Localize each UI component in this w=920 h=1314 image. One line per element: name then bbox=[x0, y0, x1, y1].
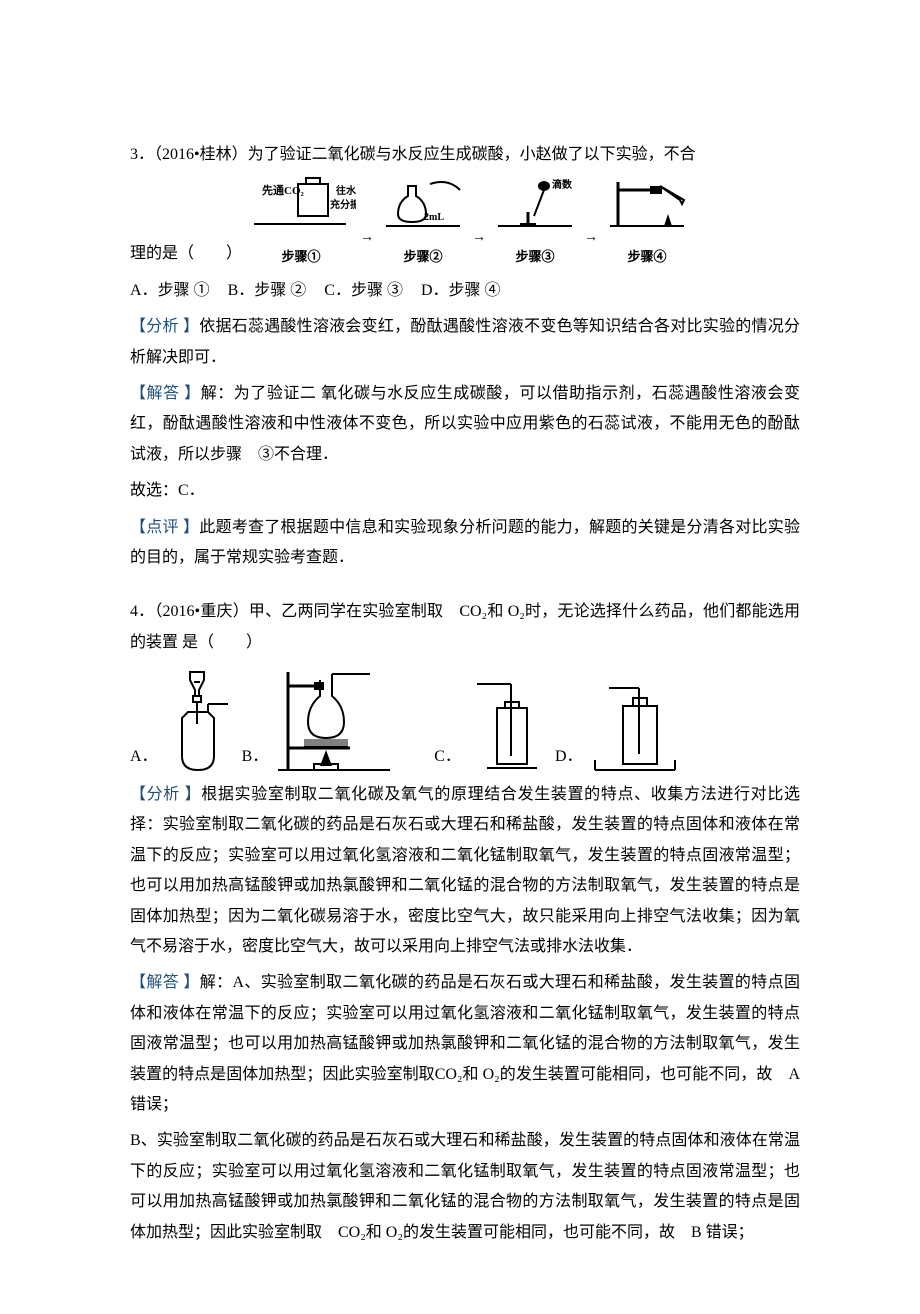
q3-opt-b: B．步骤 ② bbox=[228, 282, 307, 299]
step3-icon: 滴数 bbox=[490, 176, 580, 236]
q4-opt-a-label: A． bbox=[130, 742, 158, 776]
step4-icon bbox=[602, 176, 692, 236]
q3-opt-b-text: 步骤 ② bbox=[254, 282, 306, 299]
step1-icon: 先通CO₂ 往水 充分振荡 bbox=[246, 176, 356, 236]
q4-answer-p2: B、实验室制取二氧化碳的药品是石灰石或大理石和稀盐酸，发生装置的特点固体和液体在… bbox=[130, 1126, 800, 1248]
arrow2: → bbox=[472, 223, 486, 270]
step3-label: 步骤③ bbox=[516, 249, 555, 264]
q4-apparatus-a bbox=[164, 666, 234, 776]
step2-icon: 2mL bbox=[378, 176, 468, 236]
analysis-label: 【分析 】 bbox=[130, 318, 199, 335]
svg-text:往水: 往水 bbox=[336, 184, 356, 197]
q4-stem: 4．（2016•重庆）甲、乙两同学在实验室制取 CO₂和 O₂时，无论选择什么药… bbox=[130, 597, 800, 658]
step4-label: 步骤④ bbox=[628, 249, 667, 264]
q4-opt-d-label: D． bbox=[555, 742, 583, 776]
q3-answer: 【解答 】解：为了验证二 氧化碳与水反应生成碳酸，可以借助指示剂，石蕊遇酸性溶液… bbox=[130, 379, 800, 470]
apparatus-a-icon bbox=[164, 666, 234, 776]
q4-analysis-label: 【分析 】 bbox=[130, 786, 201, 803]
apparatus-d-icon bbox=[589, 666, 679, 776]
q3-opt-a: A．步骤 ① bbox=[130, 282, 210, 299]
step1-label: 步骤① bbox=[282, 249, 321, 264]
q4-apparatus-b bbox=[274, 666, 394, 776]
q3-diagram: 先通CO₂ 往水 充分振荡 步骤① → 2mL 步骤② bbox=[246, 176, 692, 269]
q3-stem-line2-row: 理的是（ ） 先通CO₂ 往水 充分振荡 步骤① → bbox=[130, 176, 800, 269]
q3-step2: 2mL 步骤② bbox=[378, 176, 468, 269]
q3-step1: 先通CO₂ 往水 充分振荡 步骤① bbox=[246, 176, 356, 269]
svg-text:充分振荡: 充分振荡 bbox=[330, 198, 356, 211]
q3-options: A．步骤 ① B．步骤 ② C．步骤 ③ D．步骤 ④ bbox=[130, 276, 800, 306]
q4-answer-p1: 【解答 】解：A、实验室制取二氧化碳的药品是石灰石或大理石和稀盐酸，发生装置的特… bbox=[130, 968, 800, 1120]
arrow3: → bbox=[584, 223, 598, 270]
spacer bbox=[130, 579, 800, 597]
mesh bbox=[304, 740, 348, 746]
q4-opt-b-label: B． bbox=[242, 742, 269, 776]
q4-analysis: 【分析 】根据实验室制取二氧化碳及氧气的原理结合发生装置的特点、收集方法进行对比… bbox=[130, 780, 800, 962]
apparatus-b-icon bbox=[274, 666, 394, 776]
q3-opt-a-text: 步骤 ① bbox=[158, 282, 210, 299]
q4-apparatus-d bbox=[589, 666, 679, 776]
q3-opt-d-text: 步骤 ④ bbox=[449, 282, 501, 299]
arrow1: → bbox=[360, 223, 374, 270]
q4-answer-label: 【解答 】 bbox=[130, 974, 200, 991]
step2-label: 步骤② bbox=[404, 249, 443, 264]
q3-comment: 【点评 】此题考查了根据题中信息和实验现象分析问题的能力，解题的关键是分清各对比… bbox=[130, 513, 800, 574]
svg-text:2mL: 2mL bbox=[424, 212, 444, 223]
q3-step4: 步骤④ bbox=[602, 176, 692, 269]
q3-step3: 滴数 步骤③ bbox=[490, 176, 580, 269]
q3-opt-d: D．步骤 ④ bbox=[421, 282, 501, 299]
answer-label: 【解答 】 bbox=[130, 385, 201, 402]
q3-answer-text1: 解：为了验证二 氧化碳与水反应生成碳酸，可以借助指示剂，石蕊遇酸性溶液会变红，酚… bbox=[130, 385, 800, 463]
q3-analysis: 【分析 】依据石蕊遇酸性溶液会变红，酚酞遇酸性溶液不变色等知识结合各对比实验的情… bbox=[130, 312, 800, 373]
q3-stem-line1: 3．（2016•桂林）为了验证二氧化碳与水反应生成碳酸，小赵做了以下实验，不合 bbox=[130, 140, 800, 170]
q4-analysis-text: 根据实验室制取二氧化碳及氧气的原理结合发生装置的特点、收集方法进行对比选择：实验… bbox=[130, 786, 800, 955]
apparatus-c-icon bbox=[467, 666, 547, 776]
q3-opt-c-text: 步骤 ③ bbox=[351, 282, 403, 299]
q4-apparatus-c bbox=[467, 666, 547, 776]
q4-opt-c-label: C． bbox=[434, 742, 461, 776]
q3-comment-text: 此题考查了根据题中信息和实验现象分析问题的能力，解题的关键是分清各对比实验的目的… bbox=[130, 519, 800, 566]
q3-opt-c: C．步骤 ③ bbox=[324, 282, 403, 299]
comment-label: 【点评 】 bbox=[130, 519, 199, 536]
q4-apparatus-row: A． B． bbox=[130, 666, 800, 776]
q3-stem-line2: 理的是（ ） bbox=[130, 245, 242, 262]
q4-answer-text1: 解：A、实验室制取二氧化碳的药品是石灰石或大理石和稀盐酸，发生装置的特点固体和液… bbox=[130, 974, 800, 1113]
q3-answer-p2: 故选：C． bbox=[130, 476, 800, 506]
page: 3．（2016•桂林）为了验证二氧化碳与水反应生成碳酸，小赵做了以下实验，不合 … bbox=[0, 0, 920, 1314]
q3-analysis-text: 依据石蕊遇酸性溶液会变红，酚酞遇酸性溶液不变色等知识结合各对比实验的情况分析解决… bbox=[130, 318, 800, 365]
svg-text:滴数: 滴数 bbox=[552, 178, 573, 191]
